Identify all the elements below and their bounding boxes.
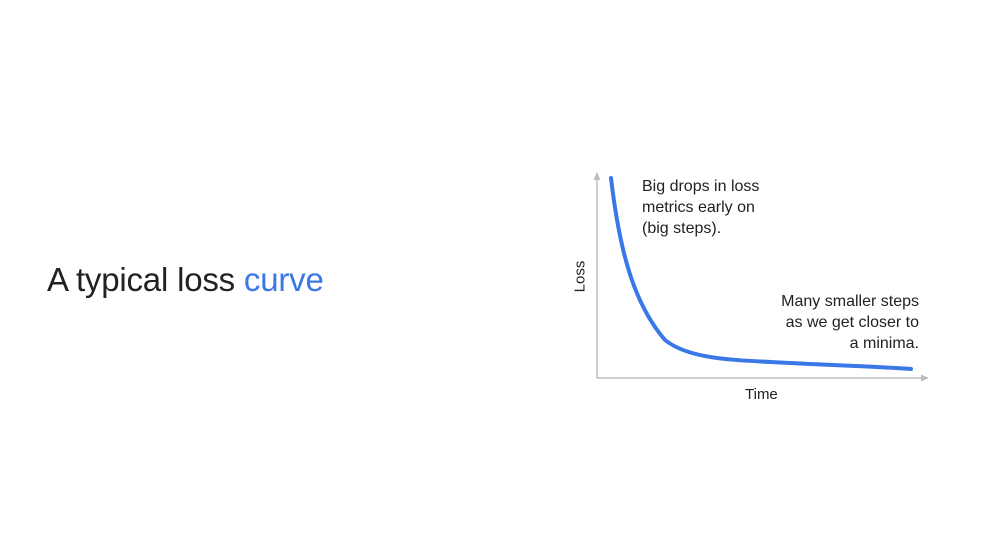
loss-curve-line	[609, 176, 913, 371]
y-axis	[593, 172, 601, 378]
title-prefix: A typical loss	[47, 261, 244, 298]
slide-title: A typical loss curve	[47, 258, 324, 302]
x-axis-label: Time	[745, 386, 778, 403]
x-axis-arrow-icon	[921, 374, 929, 382]
loss-curve-graphic	[593, 172, 929, 382]
loss-curve-diagram: Big drops in loss metrics early on (big …	[560, 160, 960, 420]
y-axis-label: Loss	[571, 260, 589, 293]
annotation-early-drops: Big drops in loss metrics early on (big …	[642, 178, 760, 237]
title-accent: curve	[243, 261, 324, 298]
x-axis	[597, 374, 929, 382]
y-axis-arrow-icon	[593, 172, 601, 180]
annotation-late-steps: Many smaller steps as we get closer to a…	[781, 293, 919, 352]
